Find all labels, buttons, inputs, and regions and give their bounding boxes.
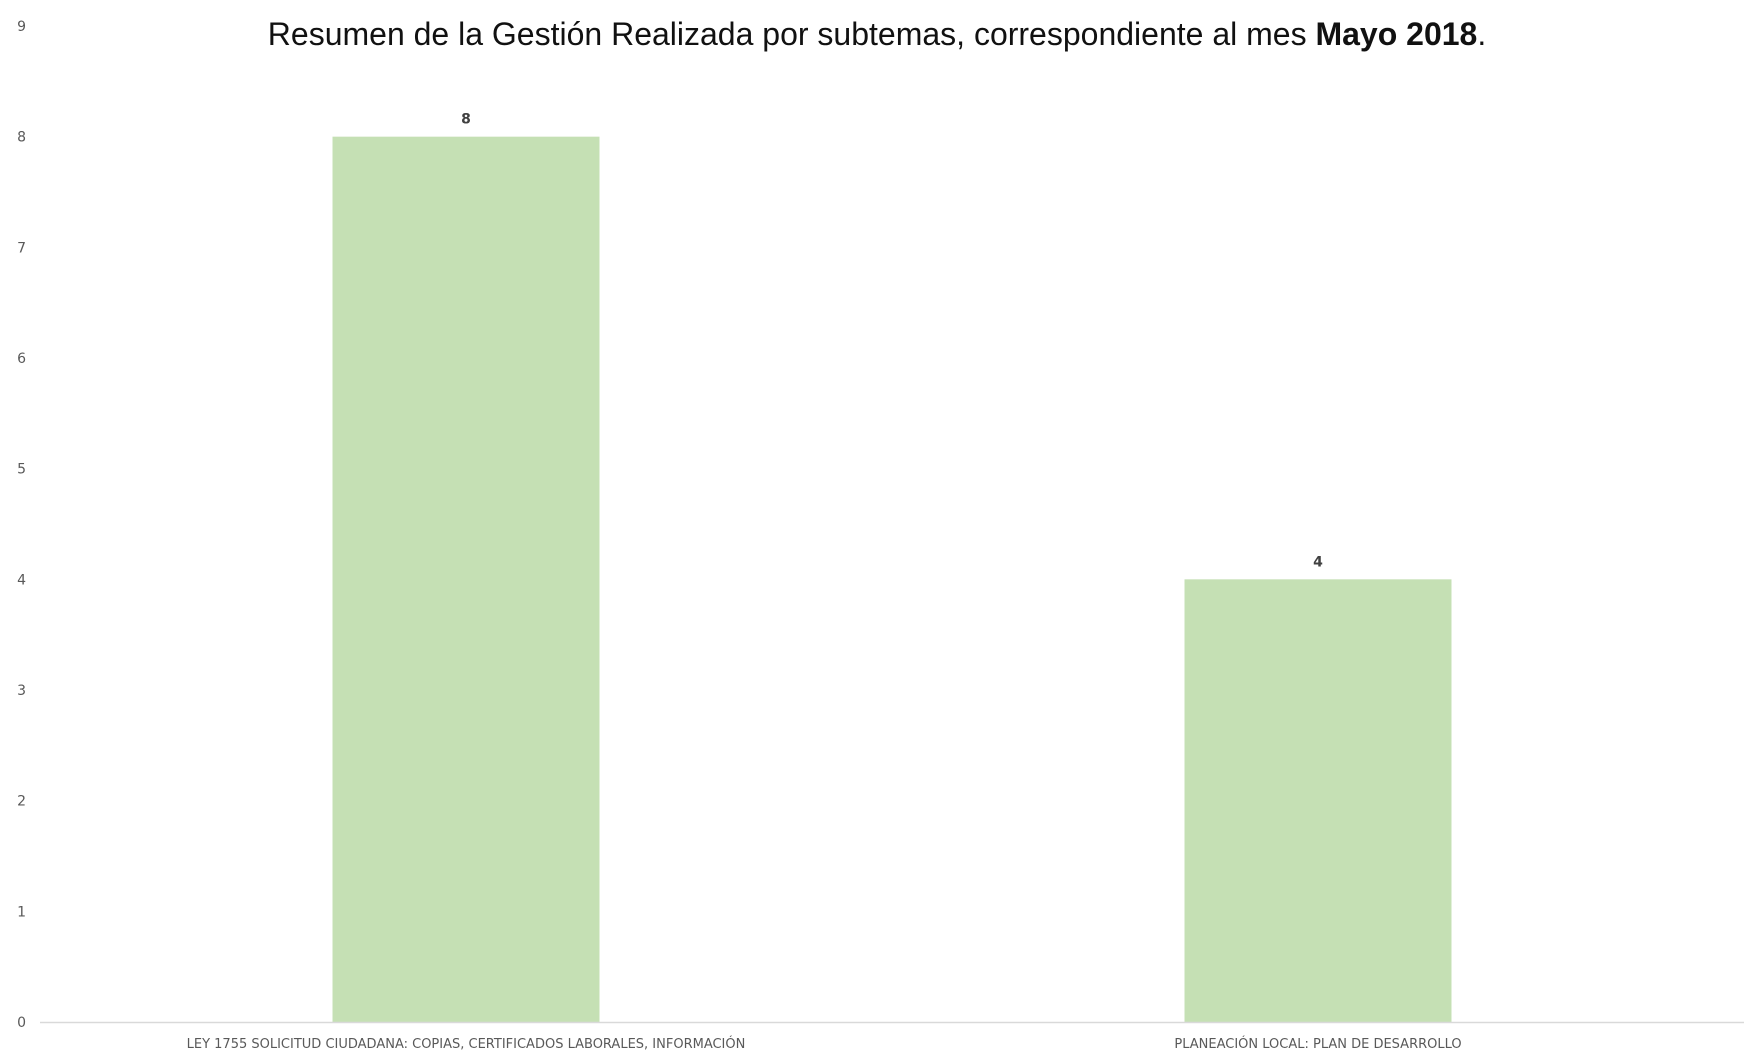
y-tick-label: 3 xyxy=(17,683,26,699)
chart-title-prefix: Resumen de la Gestión Realizada por subt… xyxy=(267,16,1316,52)
chart-title-emphasis: Mayo 2018 xyxy=(1315,16,1478,52)
x-category-label: LEY 1755 SOLICITUD CIUDADANA: COPIAS, CE… xyxy=(187,1036,746,1052)
y-tick-label: 0 xyxy=(17,1015,26,1031)
y-tick-label: 7 xyxy=(17,240,26,256)
y-tick-label: 2 xyxy=(17,794,26,810)
chart-title-suffix: . xyxy=(1477,16,1487,52)
data-label: 4 xyxy=(1313,554,1323,570)
data-label: 8 xyxy=(461,112,471,128)
y-tick-label: 5 xyxy=(17,462,26,478)
y-tick-label: 1 xyxy=(17,904,26,920)
y-tick-label: 4 xyxy=(17,572,26,588)
y-tick-label: 8 xyxy=(17,130,26,146)
x-category-label: PLANEACIÓN LOCAL: PLAN DE DESARROLLO xyxy=(1174,1036,1461,1052)
y-tick-label: 6 xyxy=(17,351,26,367)
bar xyxy=(1184,579,1452,1022)
bar xyxy=(332,136,600,1022)
y-tick-label: 9 xyxy=(17,19,26,35)
chart-title: Resumen de la Gestión Realizada por subt… xyxy=(0,16,1754,53)
